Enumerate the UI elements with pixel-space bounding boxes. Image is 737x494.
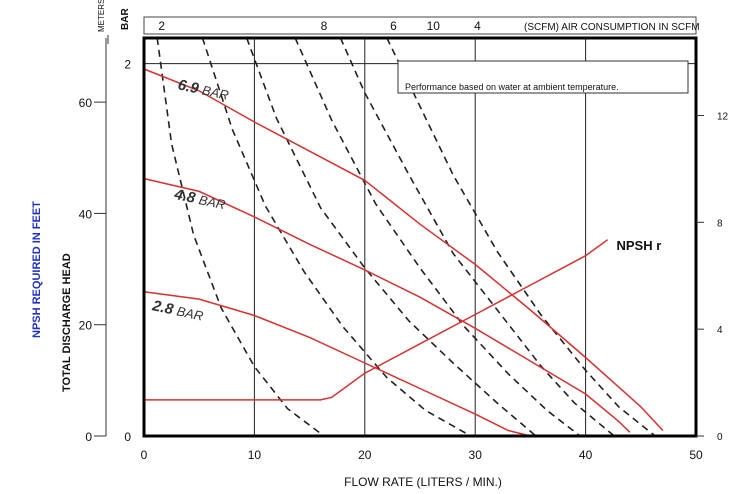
top-axis-label: (SCFM) AIR CONSUMPTION IN SCFM xyxy=(524,22,700,33)
y-label-npsh: NPSH REQUIRED IN FEET xyxy=(31,201,43,338)
plot-frame xyxy=(142,36,698,438)
x-tick-label: 40 xyxy=(579,448,593,462)
feet-tick-label: 60 xyxy=(79,96,93,110)
note-box xyxy=(397,60,689,94)
top-axis-tick-label: 8 xyxy=(321,19,328,33)
x-tick-label: 10 xyxy=(248,448,262,462)
bar-tick-label: 0 xyxy=(124,430,131,444)
top-axis-tick-label: 10 xyxy=(427,19,441,33)
note-text: Performance based on water at ambient te… xyxy=(405,82,619,92)
x-tick-label: 30 xyxy=(469,448,483,462)
feet-tick-label: 40 xyxy=(79,207,93,221)
pressure-value: 4.8 xyxy=(172,186,198,207)
pressure-unit: BAR xyxy=(201,83,230,103)
x-tick-label: 50 xyxy=(689,448,703,462)
top-axis-ticks: 2 8 6 10 4 xyxy=(158,19,481,33)
feet-tick-label: 20 xyxy=(79,319,93,333)
pressure-curve-label: 4.8BAR xyxy=(172,186,227,214)
pressure-curve xyxy=(143,291,531,437)
top-axis-box xyxy=(143,16,697,35)
top-axis-tick-label: 6 xyxy=(390,19,397,33)
air-consumption-curve xyxy=(339,37,615,437)
y-label-head: TOTAL DISCHARGE HEAD xyxy=(61,253,73,392)
x-tick-label: 0 xyxy=(141,448,148,462)
npsh-curve xyxy=(144,239,609,401)
npsh-curve-label: NPSH r xyxy=(617,238,662,253)
pressure-curve-label: 2.8BAR xyxy=(150,297,205,325)
air-consumption-curve xyxy=(156,37,325,437)
pressure-unit: BAR xyxy=(175,303,204,323)
pressure-curve-label: 6.9BAR xyxy=(176,76,230,103)
air-consumption-curve xyxy=(201,37,472,437)
pressure-unit: BAR xyxy=(198,192,227,212)
x-tick-label: 20 xyxy=(358,448,372,462)
top-axis-tick-label: 4 xyxy=(474,19,481,33)
npsh-tick-label: 12 xyxy=(717,111,729,122)
top-axis-label-desc: AIR CONSUMPTION IN SCFM xyxy=(561,22,699,33)
bar-tick-label: 2 xyxy=(124,58,131,72)
pressure-value: 6.9 xyxy=(176,76,201,97)
pressure-value: 2.8 xyxy=(150,297,176,318)
x-label: FLOW RATE (LITERS / MIN.) xyxy=(344,475,502,489)
curves xyxy=(143,37,664,437)
npsh-tick-label: 0 xyxy=(717,432,723,443)
top-axis-tick-label: 2 xyxy=(158,19,165,33)
meters-unit-label: METERS xyxy=(97,0,106,32)
feet-tick-label: 0 xyxy=(85,430,92,444)
pressure-curve xyxy=(143,177,631,433)
air-consumption-curve xyxy=(386,37,656,437)
air-consumption-curve xyxy=(294,37,581,437)
axis-tick-labels: 010203040500246020406004812 xyxy=(79,38,729,462)
npsh-tick-label: 4 xyxy=(717,325,723,336)
bar-unit-label: BAR xyxy=(120,8,131,30)
air-consumption-curve xyxy=(245,37,537,437)
npsh-tick-label: 8 xyxy=(717,218,723,229)
top-axis-label-unit: (SCFM) xyxy=(524,22,559,33)
pressure-curve xyxy=(143,68,664,432)
